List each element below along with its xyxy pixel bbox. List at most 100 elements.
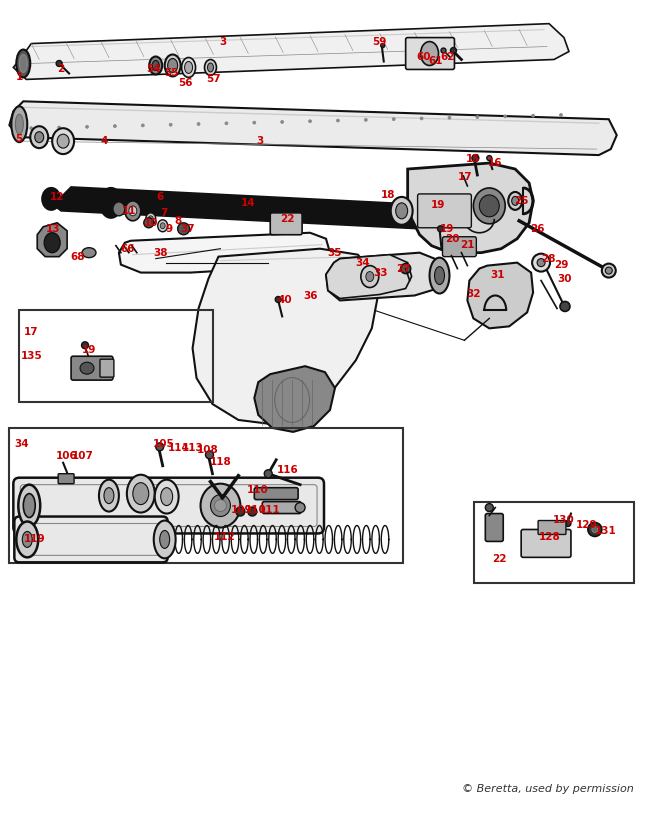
Text: 114: 114 <box>168 443 190 453</box>
Text: 22: 22 <box>280 214 294 224</box>
FancyBboxPatch shape <box>486 513 503 542</box>
Ellipse shape <box>605 267 612 274</box>
Text: 19: 19 <box>430 200 445 210</box>
Ellipse shape <box>11 106 27 142</box>
Circle shape <box>441 48 446 53</box>
FancyBboxPatch shape <box>254 488 298 499</box>
Ellipse shape <box>532 254 550 272</box>
Text: 10: 10 <box>144 218 158 228</box>
Text: 5: 5 <box>16 134 23 144</box>
Ellipse shape <box>366 272 374 282</box>
Circle shape <box>588 522 602 536</box>
Circle shape <box>472 154 479 162</box>
Circle shape <box>532 114 534 118</box>
Ellipse shape <box>150 56 162 74</box>
Circle shape <box>420 117 423 120</box>
Text: 110: 110 <box>244 504 266 515</box>
Text: 3: 3 <box>219 37 226 47</box>
Text: 11: 11 <box>122 206 136 216</box>
Circle shape <box>144 218 154 228</box>
Polygon shape <box>326 253 445 300</box>
Ellipse shape <box>396 203 408 219</box>
Text: 30: 30 <box>558 273 572 283</box>
Ellipse shape <box>211 494 230 517</box>
Ellipse shape <box>391 197 413 224</box>
Text: 55: 55 <box>164 69 179 78</box>
Polygon shape <box>9 101 617 155</box>
Circle shape <box>487 156 492 161</box>
Ellipse shape <box>148 215 153 222</box>
Circle shape <box>156 443 164 450</box>
Ellipse shape <box>16 114 23 134</box>
Text: 107: 107 <box>72 450 94 461</box>
Text: 34: 34 <box>356 258 370 268</box>
Text: © Beretta, used by permission: © Beretta, used by permission <box>462 784 634 794</box>
Ellipse shape <box>42 188 60 210</box>
Text: 116: 116 <box>278 465 299 475</box>
Ellipse shape <box>100 188 122 218</box>
FancyBboxPatch shape <box>71 357 113 380</box>
FancyBboxPatch shape <box>270 213 302 235</box>
Polygon shape <box>326 255 411 299</box>
FancyBboxPatch shape <box>406 38 454 69</box>
Ellipse shape <box>205 60 216 75</box>
Ellipse shape <box>16 521 38 557</box>
Ellipse shape <box>125 201 141 221</box>
Text: 21: 21 <box>460 240 474 250</box>
Circle shape <box>56 60 62 66</box>
Circle shape <box>592 526 598 533</box>
Ellipse shape <box>430 258 449 294</box>
Text: 113: 113 <box>182 443 203 453</box>
Bar <box>20 310 213 402</box>
Text: 54: 54 <box>146 64 161 74</box>
Ellipse shape <box>295 503 305 512</box>
Text: 4: 4 <box>100 136 108 146</box>
Ellipse shape <box>80 362 94 375</box>
Text: 68: 68 <box>71 251 85 262</box>
Circle shape <box>141 124 144 127</box>
Ellipse shape <box>160 530 170 548</box>
Text: 16: 16 <box>488 158 502 168</box>
Ellipse shape <box>185 61 192 73</box>
Ellipse shape <box>512 197 519 206</box>
Text: 62: 62 <box>440 51 455 61</box>
Text: 27: 27 <box>396 264 411 273</box>
Text: 60: 60 <box>417 51 431 61</box>
Text: 22: 22 <box>492 554 506 565</box>
Text: 28: 28 <box>541 254 555 264</box>
Text: 128: 128 <box>539 533 561 543</box>
Circle shape <box>236 507 245 516</box>
Text: 18: 18 <box>380 190 395 200</box>
Text: 1: 1 <box>16 73 23 82</box>
Text: 111: 111 <box>258 504 280 515</box>
Ellipse shape <box>537 259 545 267</box>
Polygon shape <box>119 233 330 273</box>
Circle shape <box>30 126 32 130</box>
Circle shape <box>275 296 281 303</box>
Circle shape <box>450 47 456 54</box>
Ellipse shape <box>127 475 155 512</box>
Ellipse shape <box>57 134 69 149</box>
Text: 20: 20 <box>445 233 460 244</box>
Text: 13: 13 <box>46 224 60 233</box>
Text: 8: 8 <box>174 215 181 226</box>
Ellipse shape <box>34 131 44 143</box>
Ellipse shape <box>155 480 179 513</box>
Text: 105: 105 <box>153 439 175 449</box>
Ellipse shape <box>20 55 27 73</box>
Circle shape <box>437 226 443 232</box>
Text: 34: 34 <box>14 439 29 449</box>
Circle shape <box>58 126 60 129</box>
Text: 26: 26 <box>530 224 544 233</box>
Text: 33: 33 <box>374 268 388 277</box>
Polygon shape <box>408 163 533 253</box>
Ellipse shape <box>18 485 40 526</box>
Ellipse shape <box>160 223 165 228</box>
Text: 36: 36 <box>303 291 317 301</box>
Text: 38: 38 <box>153 248 168 258</box>
Circle shape <box>309 120 311 122</box>
Ellipse shape <box>435 267 445 285</box>
Polygon shape <box>254 366 335 432</box>
FancyBboxPatch shape <box>14 477 324 534</box>
Text: 112: 112 <box>214 533 235 543</box>
